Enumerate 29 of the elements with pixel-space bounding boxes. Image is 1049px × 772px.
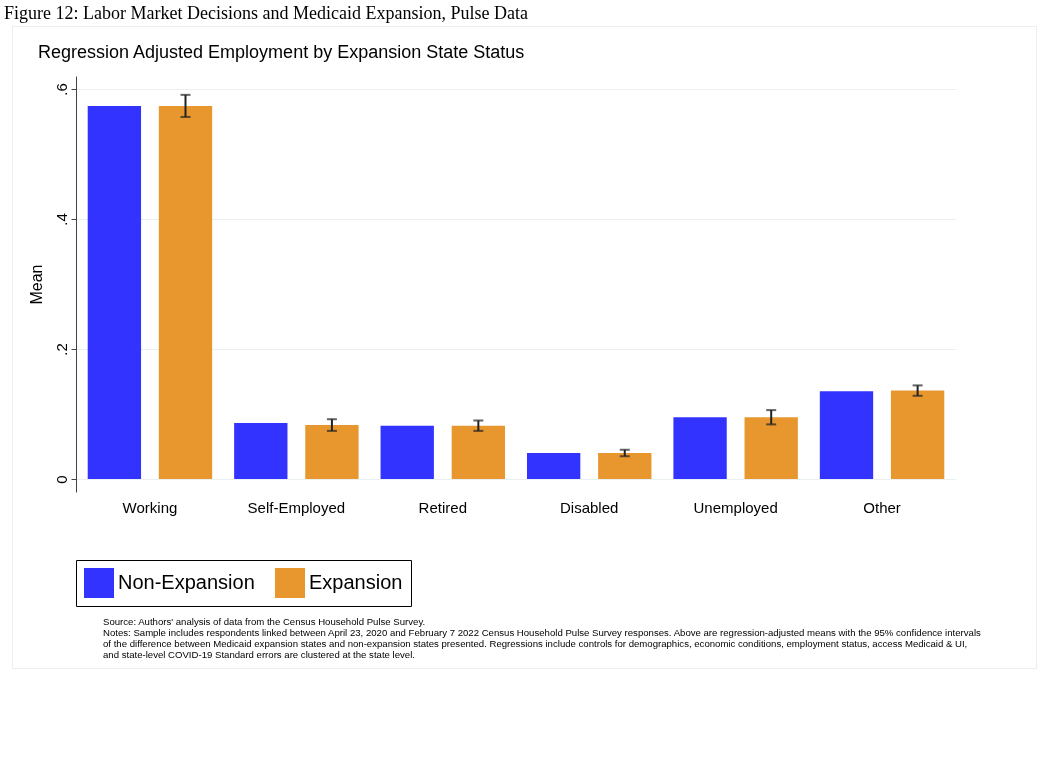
bar — [598, 453, 652, 479]
chart-title: Figure 12: Labor Market Decisions and Medicaid Expansion, Pulse Data — [4, 2, 529, 24]
bar — [87, 105, 142, 479]
y-axis-title: Mean — [27, 264, 45, 305]
x-tick-label: Unemployed — [693, 498, 778, 516]
bar — [673, 417, 727, 479]
bar — [526, 453, 581, 479]
text: Notes: Sample includes respondents linked between April 23, 2020 and February 7 2022 Census Household Pulse Survey responses. Above are regression-adjusted means with the 95% confidence intervals of the difference between Medicaid expansion states and non-expansion states presented. Regressions include controls for demographics, economic conditions, employment status, access Medicaid & UI, and state-level COVID-19 Standard errors are clustered at the state level. — [103, 627, 982, 660]
bar — [451, 425, 506, 479]
bar — [234, 423, 288, 479]
bar — [158, 105, 213, 479]
bar — [890, 390, 945, 479]
x-tick-label: Working — [122, 498, 178, 516]
bar — [305, 425, 359, 479]
x-tick-label: Disabled — [560, 498, 619, 516]
x-tick-label: Self-Employed — [247, 498, 346, 516]
y-tick-label: .4 — [52, 213, 70, 226]
x-tick-label: Retired — [418, 498, 467, 516]
y-tick-label: .2 — [52, 343, 70, 356]
legend-label: Non-Expansion — [118, 571, 255, 593]
chart-subtitle: Regression Adjusted Employment by Expansion State Status — [38, 42, 525, 62]
y-tick-label: .6 — [52, 83, 70, 96]
bar — [819, 391, 874, 479]
legend-label: Expansion — [309, 571, 403, 593]
x-tick-label: Other — [863, 498, 901, 516]
bar — [380, 425, 434, 479]
bar — [744, 417, 798, 479]
y-tick-label: 0 — [52, 475, 70, 484]
source-note: Source: Authors' analysis of data from the Census Household Pulse Survey. — [103, 616, 427, 627]
